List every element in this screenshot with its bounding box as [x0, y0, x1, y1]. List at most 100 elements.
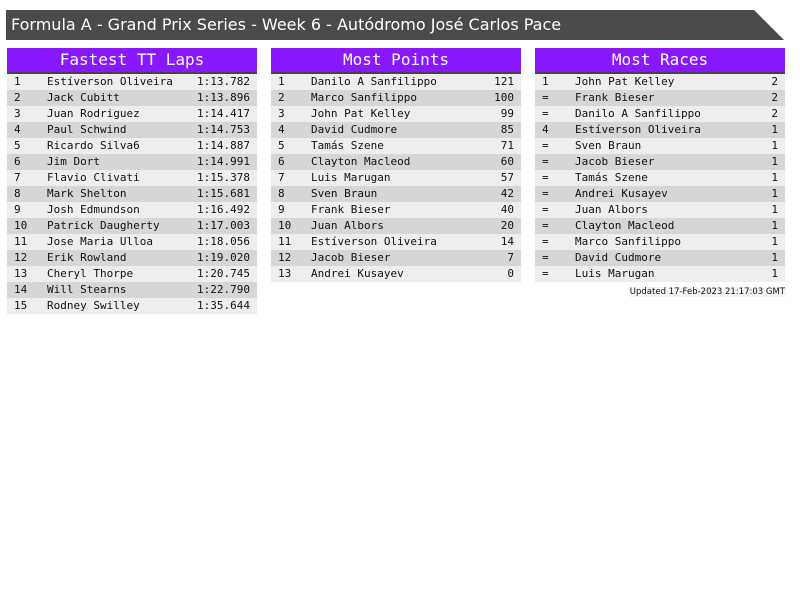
cell-position: 6	[278, 155, 285, 168]
cell-name: Erik Rowland	[47, 251, 127, 264]
cell-name: Jacob Bieser	[311, 251, 391, 264]
cell-position: 10	[278, 219, 292, 232]
cell-position: 11	[278, 235, 292, 248]
fastest-laps-panel: Fastest TT Laps 1 Estíverson Oliveira 1:13…	[7, 48, 257, 314]
cell-position: 1	[542, 75, 549, 88]
cell-name: Rodney Swilley	[47, 299, 140, 312]
cell-value: 1:35.644	[197, 299, 250, 312]
cell-position: 10	[14, 219, 28, 232]
cell-position: 7	[14, 171, 21, 184]
cell-name: Luis Marugan	[575, 267, 655, 280]
cell-position: 8	[278, 187, 285, 200]
page-title: Formula A - Grand Prix Series - Week 6 -…	[6, 10, 784, 40]
cell-value: 1:14.887	[197, 139, 250, 152]
cell-name: Danilo A Sanfilippo	[575, 107, 701, 120]
cell-value: 1	[771, 219, 778, 232]
table-row: 11 Jose Maria Ulloa 1:18.056	[7, 234, 257, 250]
cell-position: =	[542, 107, 549, 120]
cell-value: 2	[771, 91, 778, 104]
table-row: 1 John Pat Kelley 2	[535, 74, 785, 90]
cell-name: John Pat Kelley	[311, 107, 411, 120]
cell-value: 1	[771, 203, 778, 216]
table-row: 10 Patrick Daugherty 1:17.003	[7, 218, 257, 234]
table-row: 11 Estíverson Oliveira 14	[271, 234, 521, 250]
cell-name: Jose Maria Ulloa	[47, 235, 153, 248]
panel-heading: Most Races	[535, 48, 785, 74]
cell-position: 4	[542, 123, 549, 136]
cell-name: Clayton Macleod	[575, 219, 675, 232]
cell-name: Marco Sanfilippo	[575, 235, 681, 248]
cell-value: 40	[500, 203, 514, 216]
table-row: 9 Josh Edmundson 1:16.492	[7, 202, 257, 218]
table-row: = Sven Braun 1	[535, 138, 785, 154]
cell-value: 1:17.003	[197, 219, 250, 232]
cell-name: Juan Albors	[311, 219, 384, 232]
cell-name: Flavio Clivati	[47, 171, 140, 184]
table-row: 15 Rodney Swilley 1:35.644	[7, 298, 257, 314]
cell-value: 1:14.417	[197, 107, 250, 120]
table-row: = Clayton Macleod 1	[535, 218, 785, 234]
cell-name: Tamás Szene	[575, 171, 648, 184]
cell-name: Paul Schwind	[47, 123, 127, 136]
updated-timestamp: Updated 17-Feb-2023 21:17:03 GMT	[628, 287, 786, 297]
panel-heading: Most Points	[271, 48, 521, 74]
fastest-laps-table: 1 Estíverson Oliveira 1:13.782 2 Jack Cubitt…	[7, 74, 257, 314]
cell-value: 42	[500, 187, 514, 200]
table-row: = Andrei Kusayev 1	[535, 186, 785, 202]
cell-name: Ricardo Silva6	[47, 139, 140, 152]
cell-value: 2	[771, 75, 778, 88]
cell-value: 60	[500, 155, 514, 168]
cell-name: Frank Bieser	[311, 203, 391, 216]
cell-value: 14	[500, 235, 514, 248]
cell-position: 6	[14, 155, 21, 168]
panel-heading: Fastest TT Laps	[7, 48, 257, 74]
cell-name: Jack Cubitt	[47, 91, 120, 104]
cell-value: 1	[771, 251, 778, 264]
cell-value: 1	[771, 123, 778, 136]
table-row: 2 Marco Sanfilippo 100	[271, 90, 521, 106]
cell-position: =	[542, 171, 549, 184]
cell-value: 99	[500, 107, 514, 120]
table-row: 2 Jack Cubitt 1:13.896	[7, 90, 257, 106]
table-row: 13 Andrei Kusayev 0	[271, 266, 521, 282]
cell-name: Josh Edmundson	[47, 203, 140, 216]
cell-name: Marco Sanfilippo	[311, 91, 417, 104]
table-row: = Luis Marugan 1	[535, 266, 785, 282]
cell-position: 12	[14, 251, 28, 264]
table-row: 12 Erik Rowland 1:19.020	[7, 250, 257, 266]
cell-position: 1	[278, 75, 285, 88]
cell-value: 1:13.782	[197, 75, 250, 88]
cell-value: 1:19.020	[197, 251, 250, 264]
cell-value: 57	[500, 171, 514, 184]
table-row: 3 Juan Rodriguez 1:14.417	[7, 106, 257, 122]
cell-name: Andrei Kusayev	[575, 187, 668, 200]
cell-position: =	[542, 155, 549, 168]
cell-name: Cheryl Thorpe	[47, 267, 134, 280]
cell-name: Clayton Macleod	[311, 155, 411, 168]
table-row: = Juan Albors 1	[535, 202, 785, 218]
cell-value: 1:13.896	[197, 91, 250, 104]
cell-position: =	[542, 235, 549, 248]
cell-position: 15	[14, 299, 28, 312]
table-row: = Danilo A Sanfilippo 2	[535, 106, 785, 122]
cell-name: Estíverson Oliveira	[311, 235, 437, 248]
cell-name: Will Stearns	[47, 283, 127, 296]
cell-position: 5	[278, 139, 285, 152]
cell-value: 1:15.681	[197, 187, 250, 200]
cell-value: 20	[500, 219, 514, 232]
cell-value: 1:22.790	[197, 283, 250, 296]
table-row: 4 Estíverson Oliveira 1	[535, 122, 785, 138]
table-row: 8 Mark Shelton 1:15.681	[7, 186, 257, 202]
most-points-table: 1 Danilo A Sanfilippo 121 2 Marco Sanfilippo…	[271, 74, 521, 282]
cell-value: 1:15.378	[197, 171, 250, 184]
most-races-panel: Most Races 1 John Pat Kelley 2 = Frank Biese…	[535, 48, 785, 282]
cell-name: Sven Braun	[575, 139, 642, 152]
cell-name: Estíverson Oliveira	[575, 123, 701, 136]
table-row: 1 Danilo A Sanfilippo 121	[271, 74, 521, 90]
cell-name: David Cudmore	[311, 123, 398, 136]
cell-value: 100	[494, 91, 514, 104]
cell-value: 1:20.745	[197, 267, 250, 280]
cell-name: Luis Marugan	[311, 171, 391, 184]
cell-position: 8	[14, 187, 21, 200]
table-row: = Jacob Bieser 1	[535, 154, 785, 170]
